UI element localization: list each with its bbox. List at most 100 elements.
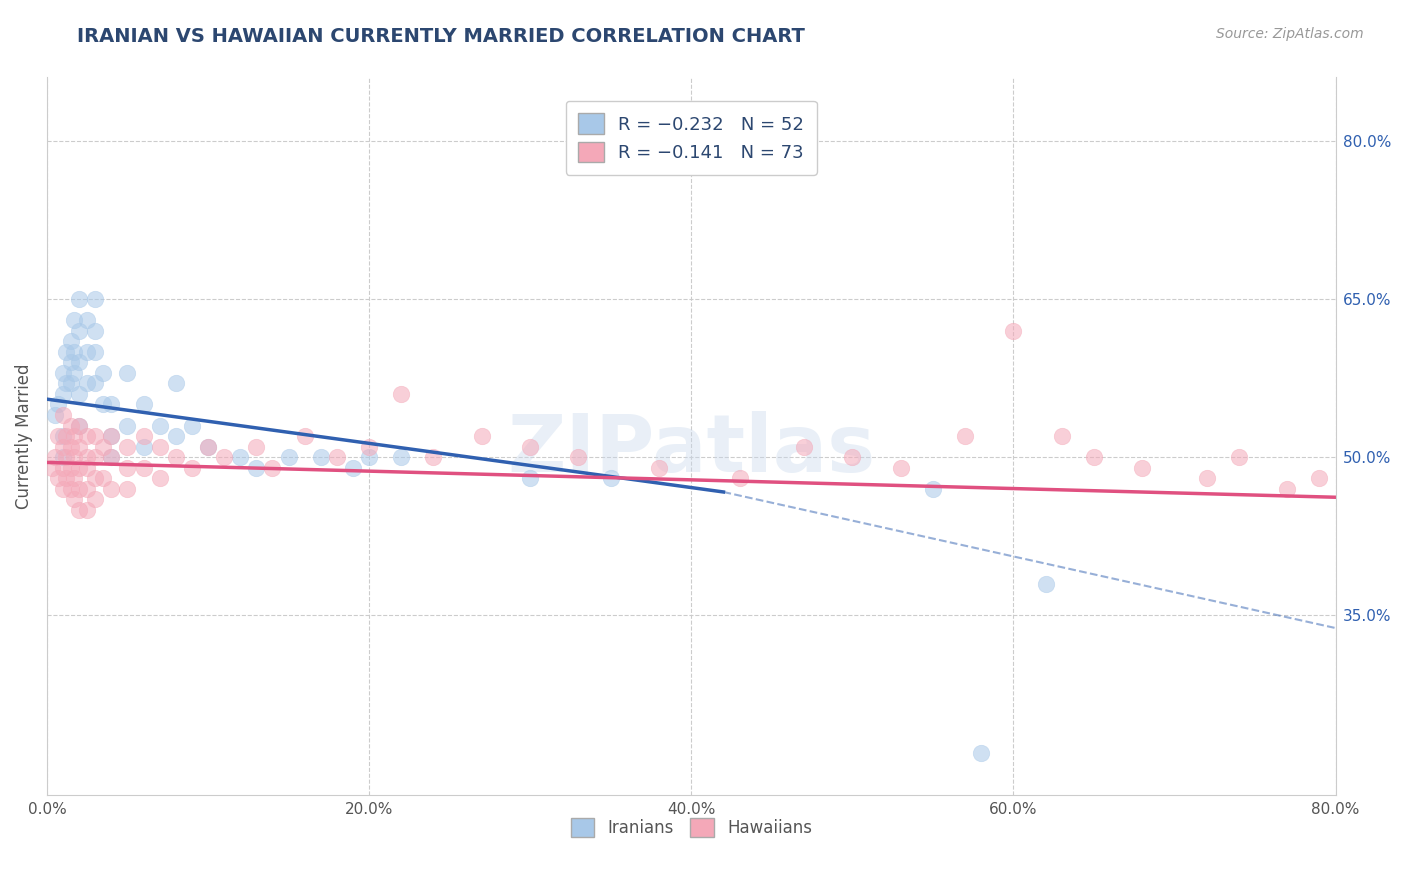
Point — [52, 387, 75, 401]
Point — [471, 429, 494, 443]
Point — [165, 376, 187, 391]
Point — [67, 324, 90, 338]
Point — [132, 460, 155, 475]
Point — [132, 397, 155, 411]
Point — [63, 492, 86, 507]
Point — [389, 450, 412, 465]
Point — [76, 313, 98, 327]
Point — [599, 471, 621, 485]
Point — [76, 376, 98, 391]
Point — [422, 450, 444, 465]
Point — [117, 460, 139, 475]
Point — [197, 440, 219, 454]
Point — [46, 429, 69, 443]
Point — [567, 450, 589, 465]
Point — [46, 471, 69, 485]
Point — [648, 460, 671, 475]
Point — [60, 334, 83, 348]
Point — [55, 429, 77, 443]
Point — [52, 408, 75, 422]
Text: ZIPatlas: ZIPatlas — [508, 411, 876, 490]
Point — [519, 471, 541, 485]
Point — [55, 450, 77, 465]
Point — [52, 482, 75, 496]
Point — [262, 460, 284, 475]
Text: Source: ZipAtlas.com: Source: ZipAtlas.com — [1216, 27, 1364, 41]
Point — [63, 366, 86, 380]
Point — [91, 440, 114, 454]
Point — [84, 324, 107, 338]
Point — [63, 313, 86, 327]
Point — [52, 366, 75, 380]
Point — [132, 429, 155, 443]
Point — [76, 503, 98, 517]
Point — [41, 460, 63, 475]
Point — [84, 292, 107, 306]
Point — [890, 460, 912, 475]
Point — [67, 503, 90, 517]
Point — [728, 471, 751, 485]
Point — [76, 429, 98, 443]
Point — [921, 482, 943, 496]
Point — [100, 429, 122, 443]
Point — [60, 482, 83, 496]
Point — [1308, 471, 1330, 485]
Point — [229, 450, 252, 465]
Point — [212, 450, 235, 465]
Point — [841, 450, 863, 465]
Point — [76, 450, 98, 465]
Point — [60, 440, 83, 454]
Point — [100, 450, 122, 465]
Point — [357, 450, 380, 465]
Point — [245, 460, 267, 475]
Point — [60, 355, 83, 369]
Point — [117, 440, 139, 454]
Point — [180, 418, 202, 433]
Point — [55, 376, 77, 391]
Point — [60, 460, 83, 475]
Point — [1277, 482, 1299, 496]
Y-axis label: Currently Married: Currently Married — [15, 363, 32, 508]
Point — [389, 387, 412, 401]
Point — [180, 460, 202, 475]
Point — [55, 344, 77, 359]
Point — [1130, 460, 1153, 475]
Point — [60, 418, 83, 433]
Point — [1083, 450, 1105, 465]
Point — [52, 460, 75, 475]
Point — [326, 450, 349, 465]
Point — [67, 418, 90, 433]
Point — [1195, 471, 1218, 485]
Point — [63, 429, 86, 443]
Point — [84, 376, 107, 391]
Point — [165, 450, 187, 465]
Point — [52, 429, 75, 443]
Point — [67, 460, 90, 475]
Point — [63, 344, 86, 359]
Point — [970, 746, 993, 760]
Point — [84, 450, 107, 465]
Text: IRANIAN VS HAWAIIAN CURRENTLY MARRIED CORRELATION CHART: IRANIAN VS HAWAIIAN CURRENTLY MARRIED CO… — [77, 27, 806, 45]
Point — [67, 355, 90, 369]
Point — [63, 471, 86, 485]
Point — [117, 418, 139, 433]
Point — [91, 471, 114, 485]
Point — [1227, 450, 1250, 465]
Point — [1050, 429, 1073, 443]
Point — [67, 482, 90, 496]
Point — [76, 344, 98, 359]
Point — [67, 418, 90, 433]
Point — [100, 482, 122, 496]
Point — [132, 440, 155, 454]
Point — [1035, 576, 1057, 591]
Point — [55, 471, 77, 485]
Point — [953, 429, 976, 443]
Point — [165, 429, 187, 443]
Point — [100, 429, 122, 443]
Point — [67, 387, 90, 401]
Point — [44, 408, 66, 422]
Point — [44, 450, 66, 465]
Point — [149, 471, 172, 485]
Point — [357, 440, 380, 454]
Point — [76, 482, 98, 496]
